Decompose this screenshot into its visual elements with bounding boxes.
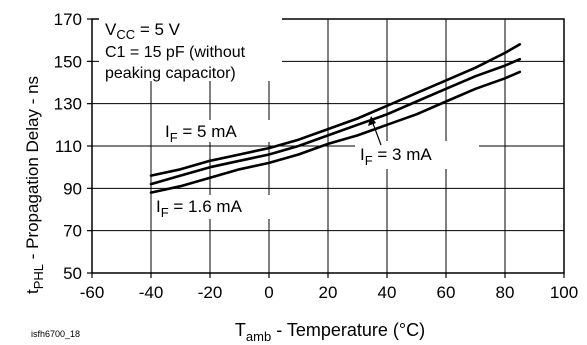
- x-tick-label: 20: [319, 283, 338, 302]
- conditions-background: [99, 15, 282, 81]
- series-line-1-6ma: [149, 70, 522, 194]
- x-tick-label: -40: [139, 283, 164, 302]
- series-label-1-6ma: IF = 1.6 mA: [156, 197, 243, 220]
- label-3ma-arrowhead: [368, 116, 376, 126]
- x-tick-label: -20: [198, 283, 223, 302]
- y-tick-label: 110: [55, 137, 82, 156]
- y-tick-label: 90: [63, 179, 82, 198]
- conditions-c1-line1: C1 = 15 pF (without: [105, 44, 246, 61]
- y-tick-label: 150: [54, 52, 82, 71]
- x-tick-label: 0: [264, 283, 273, 302]
- figure-id: isfh6700_18: [31, 329, 80, 339]
- conditions-c1-line2: peaking capacitor): [105, 65, 236, 82]
- y-tick-label: 170: [54, 10, 82, 29]
- y-tick-label: 50: [63, 264, 82, 283]
- y-axis-ticks: 50 70 90 110 130 150 170: [54, 10, 92, 283]
- series-line-5ma: [149, 43, 522, 177]
- series-label-5ma: IF = 5 mA: [165, 122, 237, 145]
- x-tick-label: 100: [550, 283, 578, 302]
- y-axis-label: tPHL - Propagation Delay - ns: [23, 76, 46, 294]
- label-3ma-background: [355, 141, 479, 169]
- x-tick-label: -60: [80, 283, 105, 302]
- y-tick-label: 130: [54, 95, 82, 114]
- x-tick-label: 60: [437, 283, 456, 302]
- series-lines: [149, 43, 522, 194]
- series-line-3ma: [149, 57, 522, 186]
- x-tick-label: 80: [496, 283, 515, 302]
- conditions-vcc: VCC = 5 V: [105, 20, 181, 42]
- x-tick-label: 40: [378, 283, 397, 302]
- series-label-3ma: IF = 3 mA: [360, 145, 432, 168]
- x-axis-ticks: -60 -40 -20 0 20 40 60 80 100: [80, 273, 578, 302]
- x-axis-label: Tamb - Temperature (°C): [235, 320, 425, 344]
- label-1-6ma-background: [152, 195, 270, 219]
- y-tick-label: 70: [63, 222, 82, 241]
- label-5ma-background: [160, 120, 272, 142]
